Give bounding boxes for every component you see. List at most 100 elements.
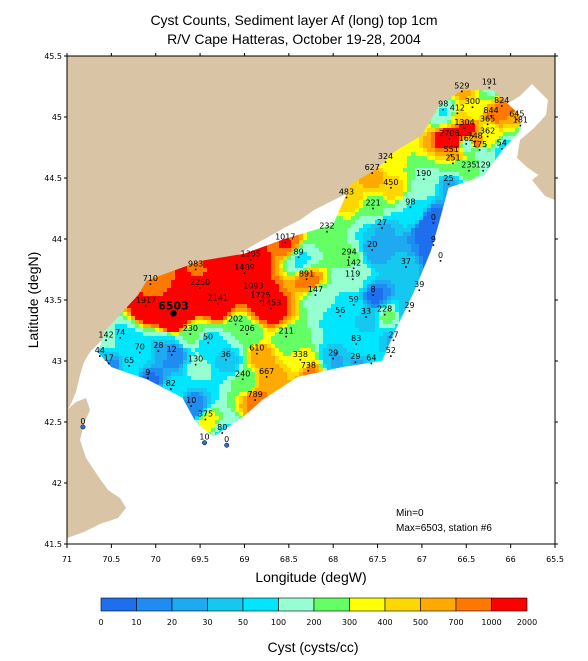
colorbar-swatch [207, 597, 244, 612]
station-86: 365 [480, 114, 495, 126]
station-value: 190 [416, 169, 431, 178]
station-value: 9 [431, 235, 436, 244]
station-48: 33 [361, 307, 371, 318]
station-14: 130 [188, 355, 203, 366]
x-tick-label: 69 [239, 555, 249, 564]
mainland [67, 56, 555, 410]
station-31: 2141 [208, 294, 228, 305]
station-value: 2250 [190, 278, 210, 287]
station-value: 300 [465, 97, 480, 106]
station-mark [471, 106, 474, 109]
station-mark [204, 418, 207, 421]
station-37: 1017 [275, 233, 295, 244]
station-mark [392, 339, 395, 342]
station-dot [170, 310, 177, 317]
station-68: 324 [378, 152, 393, 163]
colorbar-tick: 50 [238, 618, 248, 627]
station-mark [448, 138, 451, 140]
station-89: 98 [438, 100, 448, 111]
station-value: 33 [361, 307, 371, 316]
station-value: 181 [513, 116, 528, 125]
station-mark [463, 127, 466, 129]
station-mark [408, 310, 411, 312]
station-value: 221 [365, 199, 380, 208]
station-mark [372, 294, 374, 296]
station-value: 25 [443, 174, 453, 183]
station-mark [207, 341, 209, 344]
station-mark [128, 365, 130, 367]
station-10: 28 [153, 341, 163, 353]
station-mark [488, 86, 491, 89]
station-mark [351, 278, 354, 281]
x-tick-label: 68 [328, 555, 338, 564]
station-65: 221 [365, 199, 381, 210]
y-tick-label: 45 [52, 113, 62, 122]
station-77: 251 [445, 153, 461, 165]
station-mark [371, 172, 374, 174]
station-61: 232 [319, 222, 335, 233]
y-tick-label: 44 [52, 235, 62, 244]
station-mark [249, 258, 252, 261]
station-mark [461, 90, 463, 93]
station-value: 710 [143, 274, 158, 283]
station-value: 232 [319, 222, 334, 231]
map-title: Cyst Counts, Sediment layer Af (long) to… [150, 12, 438, 28]
station-35: 1725 [250, 291, 271, 303]
station-56: 39 [414, 280, 424, 292]
station-value: 119 [345, 269, 360, 278]
station-mark [217, 302, 219, 305]
station-55: 29 [404, 301, 415, 312]
y-tick-label: 44.5 [44, 174, 62, 183]
station-value: 202 [228, 314, 243, 323]
station-value: 12 [167, 345, 177, 354]
station-50: 228 [377, 305, 392, 316]
station-73: 9 [431, 235, 436, 246]
station-value: 175 [472, 140, 487, 149]
y-axis: 41.5 42 42.5 43 43.5 44 44.5 45 45.5 [44, 52, 558, 549]
station-value: 59 [348, 295, 358, 304]
colorbar-tick: 10 [131, 618, 141, 627]
station-25: 202 [228, 314, 243, 326]
station-19: 80 [217, 423, 227, 434]
station-value: 375 [198, 410, 213, 419]
station-mark [490, 114, 492, 117]
station-value: 529 [454, 81, 469, 90]
station-39: 891 [299, 269, 314, 281]
colorbar-tick: 700 [448, 618, 463, 627]
station-2: 0 [224, 435, 229, 448]
map-subtitle: R/V Cape Hatteras, October 19-28, 2004 [167, 31, 421, 47]
station-value: 1453 [261, 299, 281, 308]
station-88: 412 [450, 103, 465, 115]
station-value: 1409 [234, 263, 254, 272]
station-mark [194, 268, 197, 271]
station-value: 324 [378, 152, 393, 161]
station-value: 130 [188, 355, 203, 364]
station-mark [305, 278, 308, 281]
station-value: 50 [203, 333, 213, 342]
x-tick-label: 68.5 [280, 555, 298, 564]
station-value: 29 [404, 301, 414, 310]
station-mark [365, 316, 367, 318]
station-value: 74 [115, 328, 125, 337]
colorbar-swatch [278, 597, 315, 612]
station-mark [157, 350, 160, 353]
station-94: 645 [509, 109, 524, 121]
y-tick-label: 45.5 [44, 52, 62, 61]
colorbar-swatch [313, 597, 350, 612]
station-44: 29 [328, 349, 338, 360]
station-value: 52 [386, 346, 396, 355]
station-mark [99, 355, 101, 357]
station-value: 844 [483, 106, 498, 115]
station-value: 10 [199, 433, 209, 442]
station-mark [478, 149, 481, 151]
station-29: 983 [188, 260, 203, 271]
station-mark [199, 287, 201, 289]
station-mark [243, 272, 246, 274]
station-3: 6503 [158, 299, 189, 317]
station-82: 2706 [439, 129, 460, 140]
station-mark [146, 377, 149, 379]
colorbar-swatch [420, 597, 457, 612]
station-value: 147 [308, 285, 323, 294]
station-mark [190, 405, 193, 407]
colorbar-tick: 400 [377, 618, 392, 627]
